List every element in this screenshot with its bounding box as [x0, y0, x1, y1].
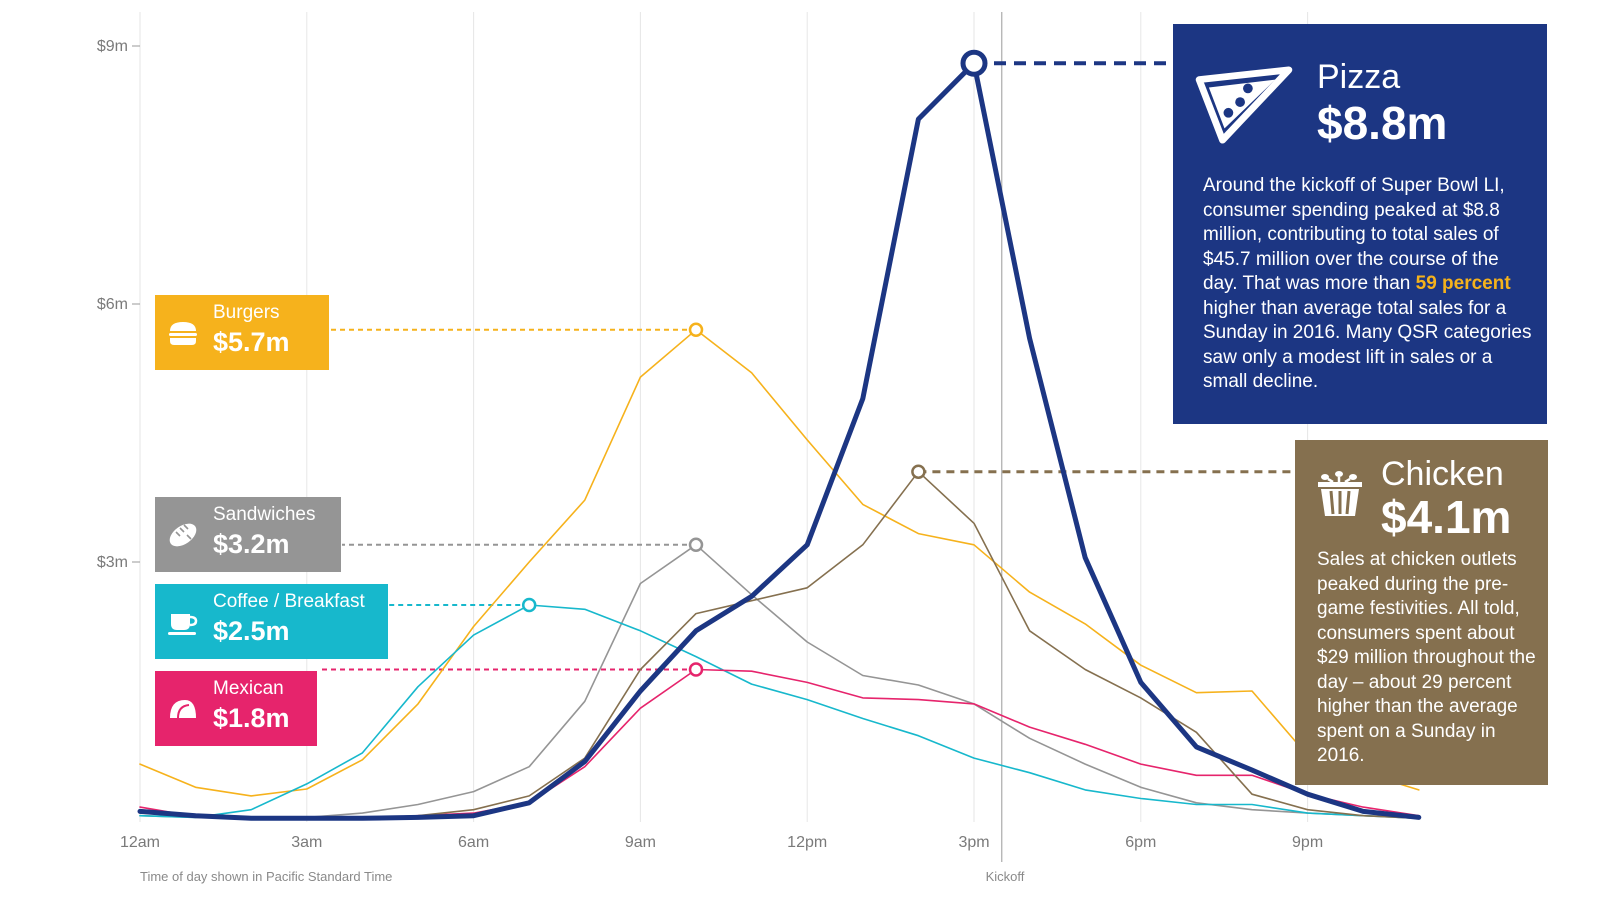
coffee-label-box: Coffee / Breakfast $2.5m	[155, 584, 388, 659]
sandwiches-name: Sandwiches	[213, 504, 316, 525]
x-tick-label: 9pm	[1292, 834, 1323, 851]
pizza-desc-part2: higher than average total sales for a Su…	[1203, 297, 1532, 393]
grid-lines	[139, 12, 1309, 822]
burger-icon	[169, 321, 197, 345]
y-tick-label: $6m	[97, 296, 128, 313]
bread-icon	[169, 523, 197, 546]
x-tick-label: 6am	[458, 834, 489, 851]
taco-icon	[170, 699, 196, 718]
footer-note: Time of day shown in Pacific Standard Ti…	[140, 869, 392, 884]
chicken-value: $4.1m	[1381, 491, 1512, 543]
chicken-bucket-icon	[1318, 471, 1362, 516]
sandwiches-label-box: Sandwiches $3.2m	[155, 497, 341, 572]
pizza-desc-highlight: 59 percent	[1415, 273, 1511, 294]
chicken-panel: Chicken $4.1m Sales at chicken outlets p…	[1295, 440, 1548, 785]
mexican-value: $1.8m	[213, 703, 290, 733]
x-tick-label: 3am	[291, 834, 322, 851]
peak-marker-burgers	[688, 322, 704, 338]
peak-marker-chicken	[911, 464, 926, 479]
sandwiches-value: $3.2m	[213, 529, 290, 559]
axis-ticks: 12am 3am 6am 9am 12pm 3pm 6pm 9pm $3m $6m $9m	[97, 38, 1323, 851]
coffee-name: Coffee / Breakfast	[213, 591, 365, 612]
burgers-name: Burgers	[213, 302, 280, 323]
pizza-desc-part1: Around the kickoff of Super Bowl LI, con…	[1203, 175, 1505, 294]
peak-markers	[521, 49, 988, 677]
series-line-coffee	[139, 604, 1420, 820]
burgers-value: $5.7m	[213, 327, 290, 357]
series-line-pizza	[137, 60, 1422, 821]
x-tick-label: 9am	[625, 834, 656, 851]
pizza-description: Around the kickoff of Super Bowl LI, con…	[1203, 174, 1537, 395]
coffee-cup-icon	[168, 613, 198, 635]
peak-marker-pizza	[960, 49, 988, 77]
coffee-value: $2.5m	[213, 616, 290, 646]
leader-lines	[318, 61, 1296, 671]
x-tick-label: 12am	[120, 834, 160, 851]
mexican-name: Mexican	[213, 678, 284, 699]
pizza-name: Pizza	[1317, 58, 1401, 96]
y-tick-label: $3m	[97, 554, 128, 571]
pizza-slice-icon	[1195, 66, 1293, 144]
peak-marker-mexican	[688, 662, 704, 677]
peak-marker-sandwiches	[688, 537, 704, 553]
peak-marker-coffee	[521, 597, 537, 613]
x-tick-label: 3pm	[958, 834, 989, 851]
mexican-label-box: Mexican $1.8m	[155, 671, 317, 746]
y-tick-label: $9m	[97, 38, 128, 55]
x-tick-label: 6pm	[1125, 834, 1156, 851]
pizza-panel: Pizza $8.8m Around the kickoff of Super …	[1173, 24, 1547, 424]
chicken-name: Chicken	[1381, 455, 1504, 493]
burgers-label-box: Burgers $5.7m	[155, 295, 329, 370]
series-line-burgers	[139, 328, 1420, 797]
x-tick-label: 12pm	[787, 834, 827, 851]
chicken-description: Sales at chicken outlets peaked during t…	[1317, 549, 1536, 766]
series-lines	[137, 60, 1422, 821]
kickoff-label: Kickoff	[986, 869, 1025, 884]
pizza-value: $8.8m	[1317, 97, 1448, 149]
